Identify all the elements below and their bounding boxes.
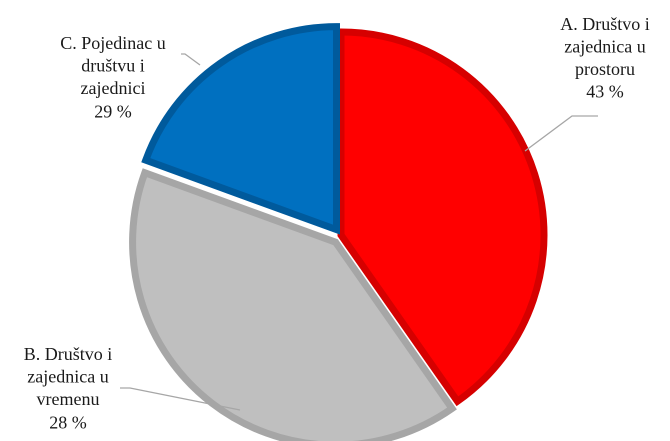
leader-line-c: [181, 53, 201, 66]
data-label-c: C. Pojedinac u društvu i zajednici 29 %: [60, 33, 166, 122]
leader-line-a: [524, 115, 598, 152]
data-label-c-line: C. Pojedinac u: [60, 33, 166, 53]
data-label-a-line: zajednica u: [564, 37, 645, 57]
data-label-c-line: zajednici: [81, 78, 146, 98]
data-label-b-line: zajednica u: [27, 367, 108, 387]
data-label-a-line: prostoru: [575, 59, 635, 79]
pie-slice-c: [141, 23, 340, 235]
data-label-a-value: 43 %: [586, 82, 624, 102]
pie-slice-b: [129, 168, 457, 441]
data-label-c-value: 29 %: [94, 102, 132, 122]
data-label-b: B. Društvo i zajednica u vremenu 28 %: [24, 344, 113, 433]
data-label-a: A. Društvo i zajednica u prostoru 43 %: [560, 14, 650, 102]
pie-slice-a: [337, 28, 548, 407]
data-label-a-line: A. Društvo i: [560, 14, 650, 34]
data-label-b-value: 28 %: [49, 413, 87, 433]
data-label-b-line: vremenu: [37, 389, 100, 409]
data-label-b-line: B. Društvo i: [24, 344, 113, 364]
leader-line-b: [120, 387, 241, 411]
data-label-c-line: društvu i: [81, 56, 145, 76]
